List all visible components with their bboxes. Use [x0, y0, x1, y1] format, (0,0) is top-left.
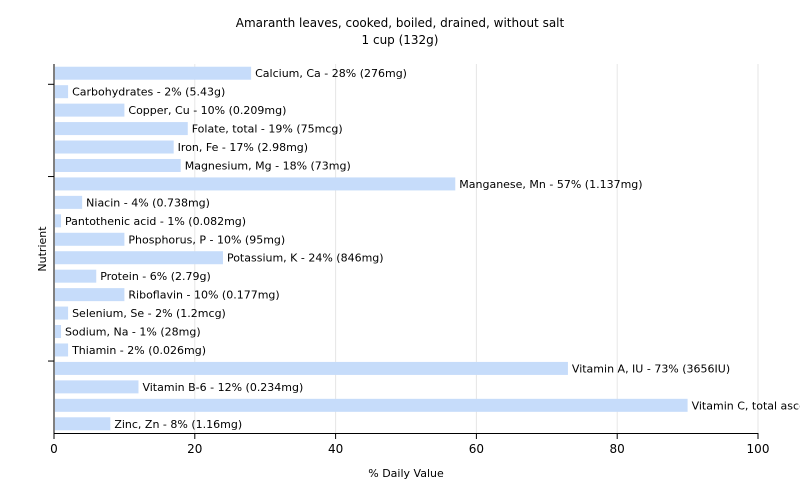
bar-label-8: Pantothenic acid - 1% (0.082mg): [65, 215, 246, 228]
x-tick-label-1: 20: [187, 442, 202, 456]
bar-17: [55, 380, 139, 394]
chart-subtitle: 1 cup (132g): [362, 33, 439, 47]
bar-label-4: Iron, Fe - 17% (2.98mg): [178, 141, 308, 154]
bar-4: [55, 140, 174, 154]
bar-label-16: Vitamin A, IU - 73% (3656IU): [572, 362, 730, 375]
bar-label-11: Protein - 6% (2.79g): [100, 270, 211, 283]
bar-14: [55, 325, 62, 339]
bar-0: [55, 66, 252, 80]
bar-label-10: Potassium, K - 24% (846mg): [227, 252, 384, 265]
x-tick-label-4: 80: [610, 442, 625, 456]
bar-5: [55, 158, 181, 172]
bar-label-14: Sodium, Na - 1% (28mg): [65, 326, 201, 339]
bar-label-17: Vitamin B-6 - 12% (0.234mg): [142, 381, 303, 394]
bar-3: [55, 122, 188, 136]
bar-label-9: Phosphorus, P - 10% (95mg): [128, 233, 285, 246]
bar-label-1: Carbohydrates - 2% (5.43g): [72, 86, 225, 99]
bar-1: [55, 85, 69, 99]
axes: 0 20 40 60 80 100: [48, 64, 769, 456]
bar-label-18: Vitamin C, total ascorbic acid - 90% (54…: [692, 399, 800, 412]
bar-label-0: Calcium, Ca - 28% (276mg): [255, 67, 407, 80]
bar-16: [55, 361, 568, 375]
bar-label-3: Folate, total - 19% (75mcg): [192, 123, 343, 136]
bar-label-19: Zinc, Zn - 8% (1.16mg): [114, 418, 242, 431]
bar-2: [55, 103, 125, 117]
bar-12: [55, 288, 125, 302]
bars: Calcium, Ca - 28% (276mg) Carbohydrates -…: [55, 66, 800, 431]
bar-label-2: Copper, Cu - 10% (0.209mg): [128, 104, 286, 117]
bar-11: [55, 269, 97, 283]
x-tick-label-2: 40: [328, 442, 343, 456]
bar-label-6: Manganese, Mn - 57% (1.137mg): [459, 178, 642, 191]
bar-label-7: Niacin - 4% (0.738mg): [86, 196, 210, 209]
x-axis-label: % Daily Value: [368, 467, 444, 480]
bar-6: [55, 177, 456, 191]
bar-18: [55, 398, 688, 412]
bar-10: [55, 251, 223, 265]
bar-19: [55, 417, 111, 431]
bar-8: [55, 214, 62, 228]
bar-label-15: Thiamin - 2% (0.026mg): [71, 344, 206, 357]
bar-15: [55, 343, 69, 357]
grid-lines: [194, 64, 759, 433]
bar-13: [55, 306, 69, 320]
y-axis-label: Nutrient: [36, 226, 49, 272]
bar-label-13: Selenium, Se - 2% (1.2mcg): [72, 307, 226, 320]
bar-9: [55, 232, 125, 246]
x-tick-label-5: 100: [747, 442, 770, 456]
bar-label-5: Magnesium, Mg - 18% (73mg): [185, 159, 351, 172]
chart-title: Amaranth leaves, cooked, boiled, drained…: [236, 16, 565, 30]
x-tick-label-0: 0: [50, 442, 58, 456]
bar-7: [55, 195, 83, 209]
x-tick-label-3: 60: [469, 442, 484, 456]
bar-label-12: Riboflavin - 10% (0.177mg): [128, 289, 279, 302]
